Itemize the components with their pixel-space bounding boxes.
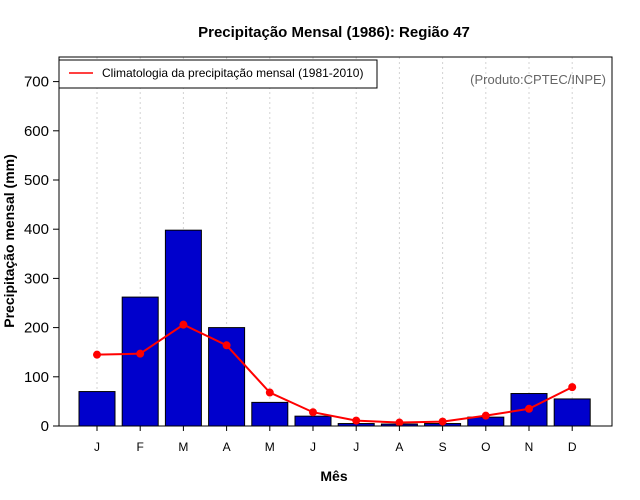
bar-d-11: [553, 398, 591, 427]
bar-f-1: [121, 296, 159, 427]
x-tick-label: N: [525, 440, 534, 454]
legend-entry-climatology: Climatologia da precipitação mensal (198…: [102, 66, 363, 80]
source-annotation: (Produto:CPTEC/INPE): [470, 72, 606, 87]
y-axis: 0 100 200 300 400 500 600 700: [24, 74, 59, 435]
y-tick-label: 100: [24, 369, 49, 386]
plot-frame: [58, 56, 613, 427]
climatology-point: [93, 350, 101, 359]
x-tick-label: O: [481, 440, 490, 454]
x-tick-label: M: [178, 440, 188, 454]
x-axis-title: Mês: [320, 468, 347, 484]
climatology-line: [96, 323, 573, 424]
y-tick-label: 300: [24, 270, 49, 287]
x-tick-label: A: [223, 440, 231, 454]
x-tick-label: J: [310, 440, 316, 454]
y-tick-label: 700: [24, 74, 49, 91]
x-tick-label: A: [395, 440, 403, 454]
climatology-point: [438, 417, 447, 426]
climatology-point: [481, 411, 490, 420]
bar-j-0: [78, 391, 116, 427]
x-tick-label: D: [568, 440, 577, 454]
x-tick-label: F: [137, 440, 144, 454]
x-tick-label: J: [94, 440, 100, 454]
climatology-point: [222, 341, 231, 350]
vertical-grid: [96, 57, 573, 426]
climatology-point: [352, 416, 361, 425]
bar-m-4: [251, 401, 289, 427]
climatology-point: [179, 320, 188, 329]
y-tick-label: 500: [24, 172, 49, 189]
legend: Climatologia da precipitação mensal (198…: [58, 59, 378, 89]
y-tick-label: 200: [24, 320, 49, 337]
climatology-point: [568, 383, 577, 392]
legend-box: [58, 59, 378, 89]
bar-series: [78, 229, 591, 427]
climatology-point: [309, 408, 317, 417]
y-tick-label: 400: [24, 221, 49, 238]
x-tick-label: S: [439, 440, 447, 454]
y-tick-label: 600: [24, 123, 49, 140]
climatology-point: [395, 418, 404, 427]
chart-title: Precipitação Mensal (1986): Região 47: [198, 24, 470, 41]
x-tick-label: M: [265, 440, 275, 454]
climatology-point: [136, 349, 145, 358]
x-tick-label: J: [353, 440, 359, 454]
climatology-line-series: [93, 320, 577, 427]
y-tick-label: 0: [41, 418, 49, 435]
bar-j-5: [294, 415, 332, 427]
y-axis-title: Precipitação mensal (mm): [1, 154, 17, 328]
climatology-point: [265, 388, 274, 397]
climatology-point: [525, 404, 533, 413]
